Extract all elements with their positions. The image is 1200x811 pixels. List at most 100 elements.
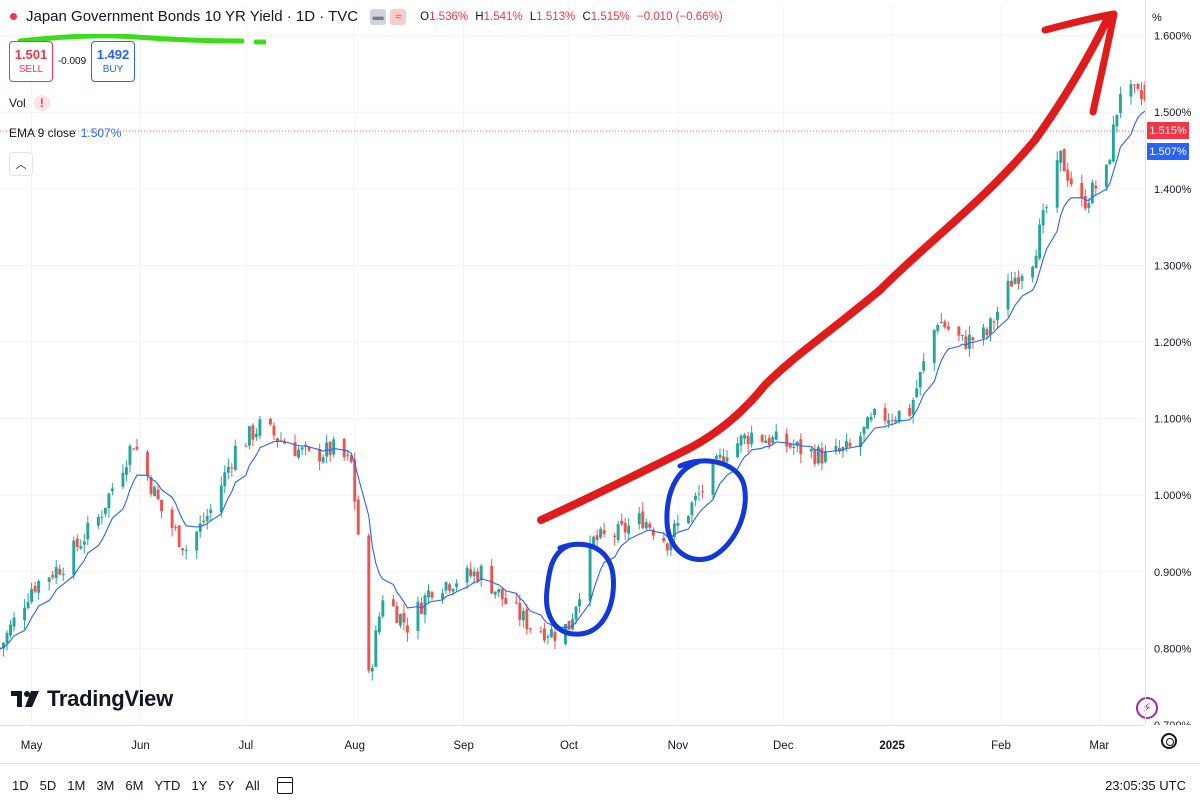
candle-body: [837, 447, 841, 452]
candle-body: [1108, 159, 1112, 165]
candle-body: [518, 602, 522, 620]
price-chart[interactable]: [0, 0, 1147, 726]
candle-body: [918, 371, 922, 388]
range-3m[interactable]: 3M: [96, 778, 115, 793]
candle-body: [23, 607, 27, 621]
candle-body: [1080, 182, 1084, 198]
utc-clock[interactable]: 23:05:35 UTC: [1105, 778, 1186, 793]
annotation-red-arrow: [537, 14, 1112, 524]
time-tick-label: Mar: [1089, 740, 1109, 752]
candle-body: [75, 538, 79, 548]
price-tick-label: 1.100%: [1154, 414, 1192, 426]
sell-button[interactable]: 1.501 SELL: [9, 41, 53, 82]
warning-icon[interactable]: !: [33, 95, 50, 111]
candle-body: [823, 451, 827, 463]
volume-indicator[interactable]: Vol !: [9, 95, 50, 111]
ema-indicator[interactable]: EMA 9 close 1.507%: [9, 126, 122, 140]
candle-body: [1013, 277, 1017, 284]
price-tick-label: 1.000%: [1154, 490, 1192, 502]
candle-body: [377, 616, 381, 633]
candle-body: [996, 311, 999, 321]
candle-body: [177, 525, 181, 547]
candle-body: [230, 467, 234, 469]
candle-body: [12, 617, 16, 627]
candle-body: [887, 420, 891, 424]
gear-icon[interactable]: [1161, 733, 1177, 749]
range-1m[interactable]: 1M: [67, 778, 86, 793]
range-ytd[interactable]: YTD: [154, 778, 181, 793]
candle-body: [497, 588, 501, 593]
range-5d[interactable]: 5D: [39, 778, 57, 793]
range-1d[interactable]: 1D: [12, 778, 29, 793]
candle-body: [321, 457, 325, 463]
candle-body: [869, 416, 873, 421]
lightning-icon[interactable]: ⚡: [1136, 697, 1158, 719]
candle-body: [967, 334, 971, 349]
candle-body: [718, 454, 722, 458]
candle-body: [736, 443, 740, 458]
calendar-icon[interactable]: [276, 777, 293, 794]
chart-pane[interactable]: Japan Government Bonds 10 YR Yield · 1D …: [0, 0, 1147, 726]
collapse-legend-button[interactable]: ︿: [9, 152, 33, 176]
time-tick-label: Jun: [131, 740, 150, 752]
time-tick-label: May: [21, 740, 43, 752]
time-axis[interactable]: May Jun Jul Aug Sep Oct Nov Dec 2025 Feb Mar: [0, 725, 1145, 763]
candle-body: [848, 442, 852, 447]
candle-body: [602, 530, 606, 535]
candle-body: [613, 535, 617, 538]
candle-body: [985, 329, 989, 336]
range-all[interactable]: All: [245, 778, 260, 793]
time-tick-label: Jul: [239, 740, 254, 752]
candle-body: [641, 511, 645, 528]
candle-body: [571, 619, 574, 630]
candle-body: [578, 599, 581, 607]
candle-body: [1104, 164, 1108, 187]
tradingview-logo[interactable]: TradingView: [11, 686, 173, 712]
candle-body: [960, 334, 964, 336]
candle-body: [1034, 255, 1038, 268]
candle-body: [964, 336, 968, 349]
candle-body: [1094, 185, 1098, 189]
candle-body: [374, 630, 378, 667]
range-5y[interactable]: 5Y: [218, 778, 235, 793]
candle-body: [124, 467, 128, 475]
annotation-blue-circle-oct: [544, 541, 616, 637]
candle-body: [971, 337, 975, 341]
candle-body: [665, 543, 669, 551]
candle-body: [405, 625, 409, 633]
candle-body: [472, 571, 476, 577]
candle-body: [198, 523, 202, 532]
candle-body: [416, 601, 420, 632]
price-unit-label: %: [1152, 12, 1162, 24]
candle-body: [283, 442, 286, 444]
candle-body: [939, 322, 943, 324]
price-tick-label: 1.200%: [1154, 337, 1192, 349]
candle-body: [672, 523, 676, 537]
buy-button[interactable]: 1.492 BUY: [91, 41, 135, 82]
symbol-legend: Japan Government Bonds 10 YR Yield · 1D …: [10, 8, 723, 25]
symbol-title[interactable]: Japan Government Bonds 10 YR Yield · 1D …: [26, 8, 359, 25]
candle-body: [792, 446, 796, 449]
time-axis-labels: May Jun Jul Aug Sep Oct Nov Dec 2025 Feb Mar: [21, 740, 1110, 752]
candle-body: [890, 420, 894, 422]
candle-body: [841, 447, 845, 451]
price-axis[interactable]: 1.600% 1.500% 1.400% 1.300% 1.200% 1.100% 1.00…: [1145, 0, 1200, 732]
candle-body: [574, 606, 578, 620]
candle-body: [700, 491, 704, 493]
candle-body: [493, 591, 497, 595]
candle-body: [1090, 182, 1094, 204]
candle-body: [170, 509, 174, 528]
time-tick-label: 2025: [879, 740, 905, 752]
candle-body: [936, 324, 940, 331]
tv-logo-icon: [11, 691, 39, 707]
annotations: [537, 10, 1118, 637]
candle-body: [346, 454, 350, 456]
candle-body: [451, 588, 455, 592]
range-1y[interactable]: 1Y: [191, 778, 208, 793]
candle-body: [627, 525, 631, 534]
candle-body: [1062, 149, 1066, 172]
compare-wave-icon[interactable]: ≈: [390, 8, 407, 25]
range-6m[interactable]: 6M: [125, 778, 144, 793]
time-tick-label: Feb: [991, 740, 1011, 752]
hide-icon[interactable]: ▬: [370, 8, 387, 25]
